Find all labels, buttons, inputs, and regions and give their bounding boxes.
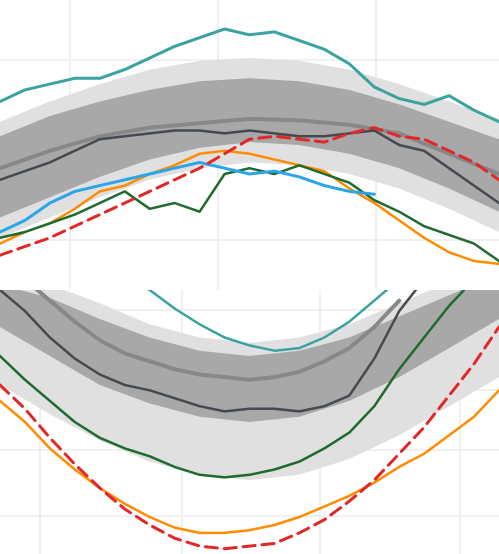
top-series-line-3 <box>0 129 499 205</box>
bottom-range-band-2 <box>0 290 499 422</box>
top-series-line-2 <box>0 116 499 176</box>
top-chart-lines <box>0 27 499 266</box>
top-range-band-2 <box>0 78 499 218</box>
bottom-chart-panel <box>0 290 499 554</box>
top-series-line-5 <box>0 164 499 263</box>
bottom-series-line-1 <box>146 290 389 352</box>
bottom-chart-lines <box>0 290 499 551</box>
bottom-series-line-6 <box>0 325 499 551</box>
bottom-series-line-3 <box>0 290 418 413</box>
top-series-line-6 <box>0 160 376 234</box>
top-chart-bands <box>0 58 499 238</box>
top-series-line-4 <box>0 149 499 266</box>
top-chart-panel <box>0 0 499 290</box>
bottom-series-line-5 <box>0 389 499 535</box>
top-series-line-7 <box>0 126 499 257</box>
bottom-series-line-4 <box>0 290 466 479</box>
top-series-line-1 <box>0 27 499 124</box>
bottom-series-line-2 <box>34 290 402 382</box>
bottom-chart-bands <box>0 290 499 481</box>
